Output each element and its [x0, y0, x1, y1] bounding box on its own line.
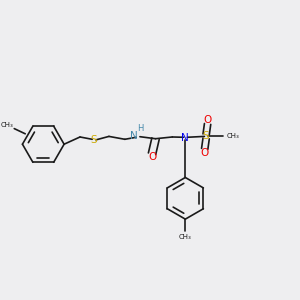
Text: CH₃: CH₃: [227, 133, 240, 139]
Text: H: H: [137, 124, 144, 133]
Text: N: N: [182, 133, 189, 142]
Text: CH₃: CH₃: [1, 122, 13, 128]
Text: S: S: [203, 131, 209, 141]
Text: O: O: [203, 115, 212, 125]
Text: O: O: [201, 148, 209, 158]
Text: O: O: [148, 152, 156, 162]
Text: N: N: [130, 131, 138, 141]
Text: CH₃: CH₃: [179, 234, 192, 240]
Text: S: S: [91, 135, 97, 145]
